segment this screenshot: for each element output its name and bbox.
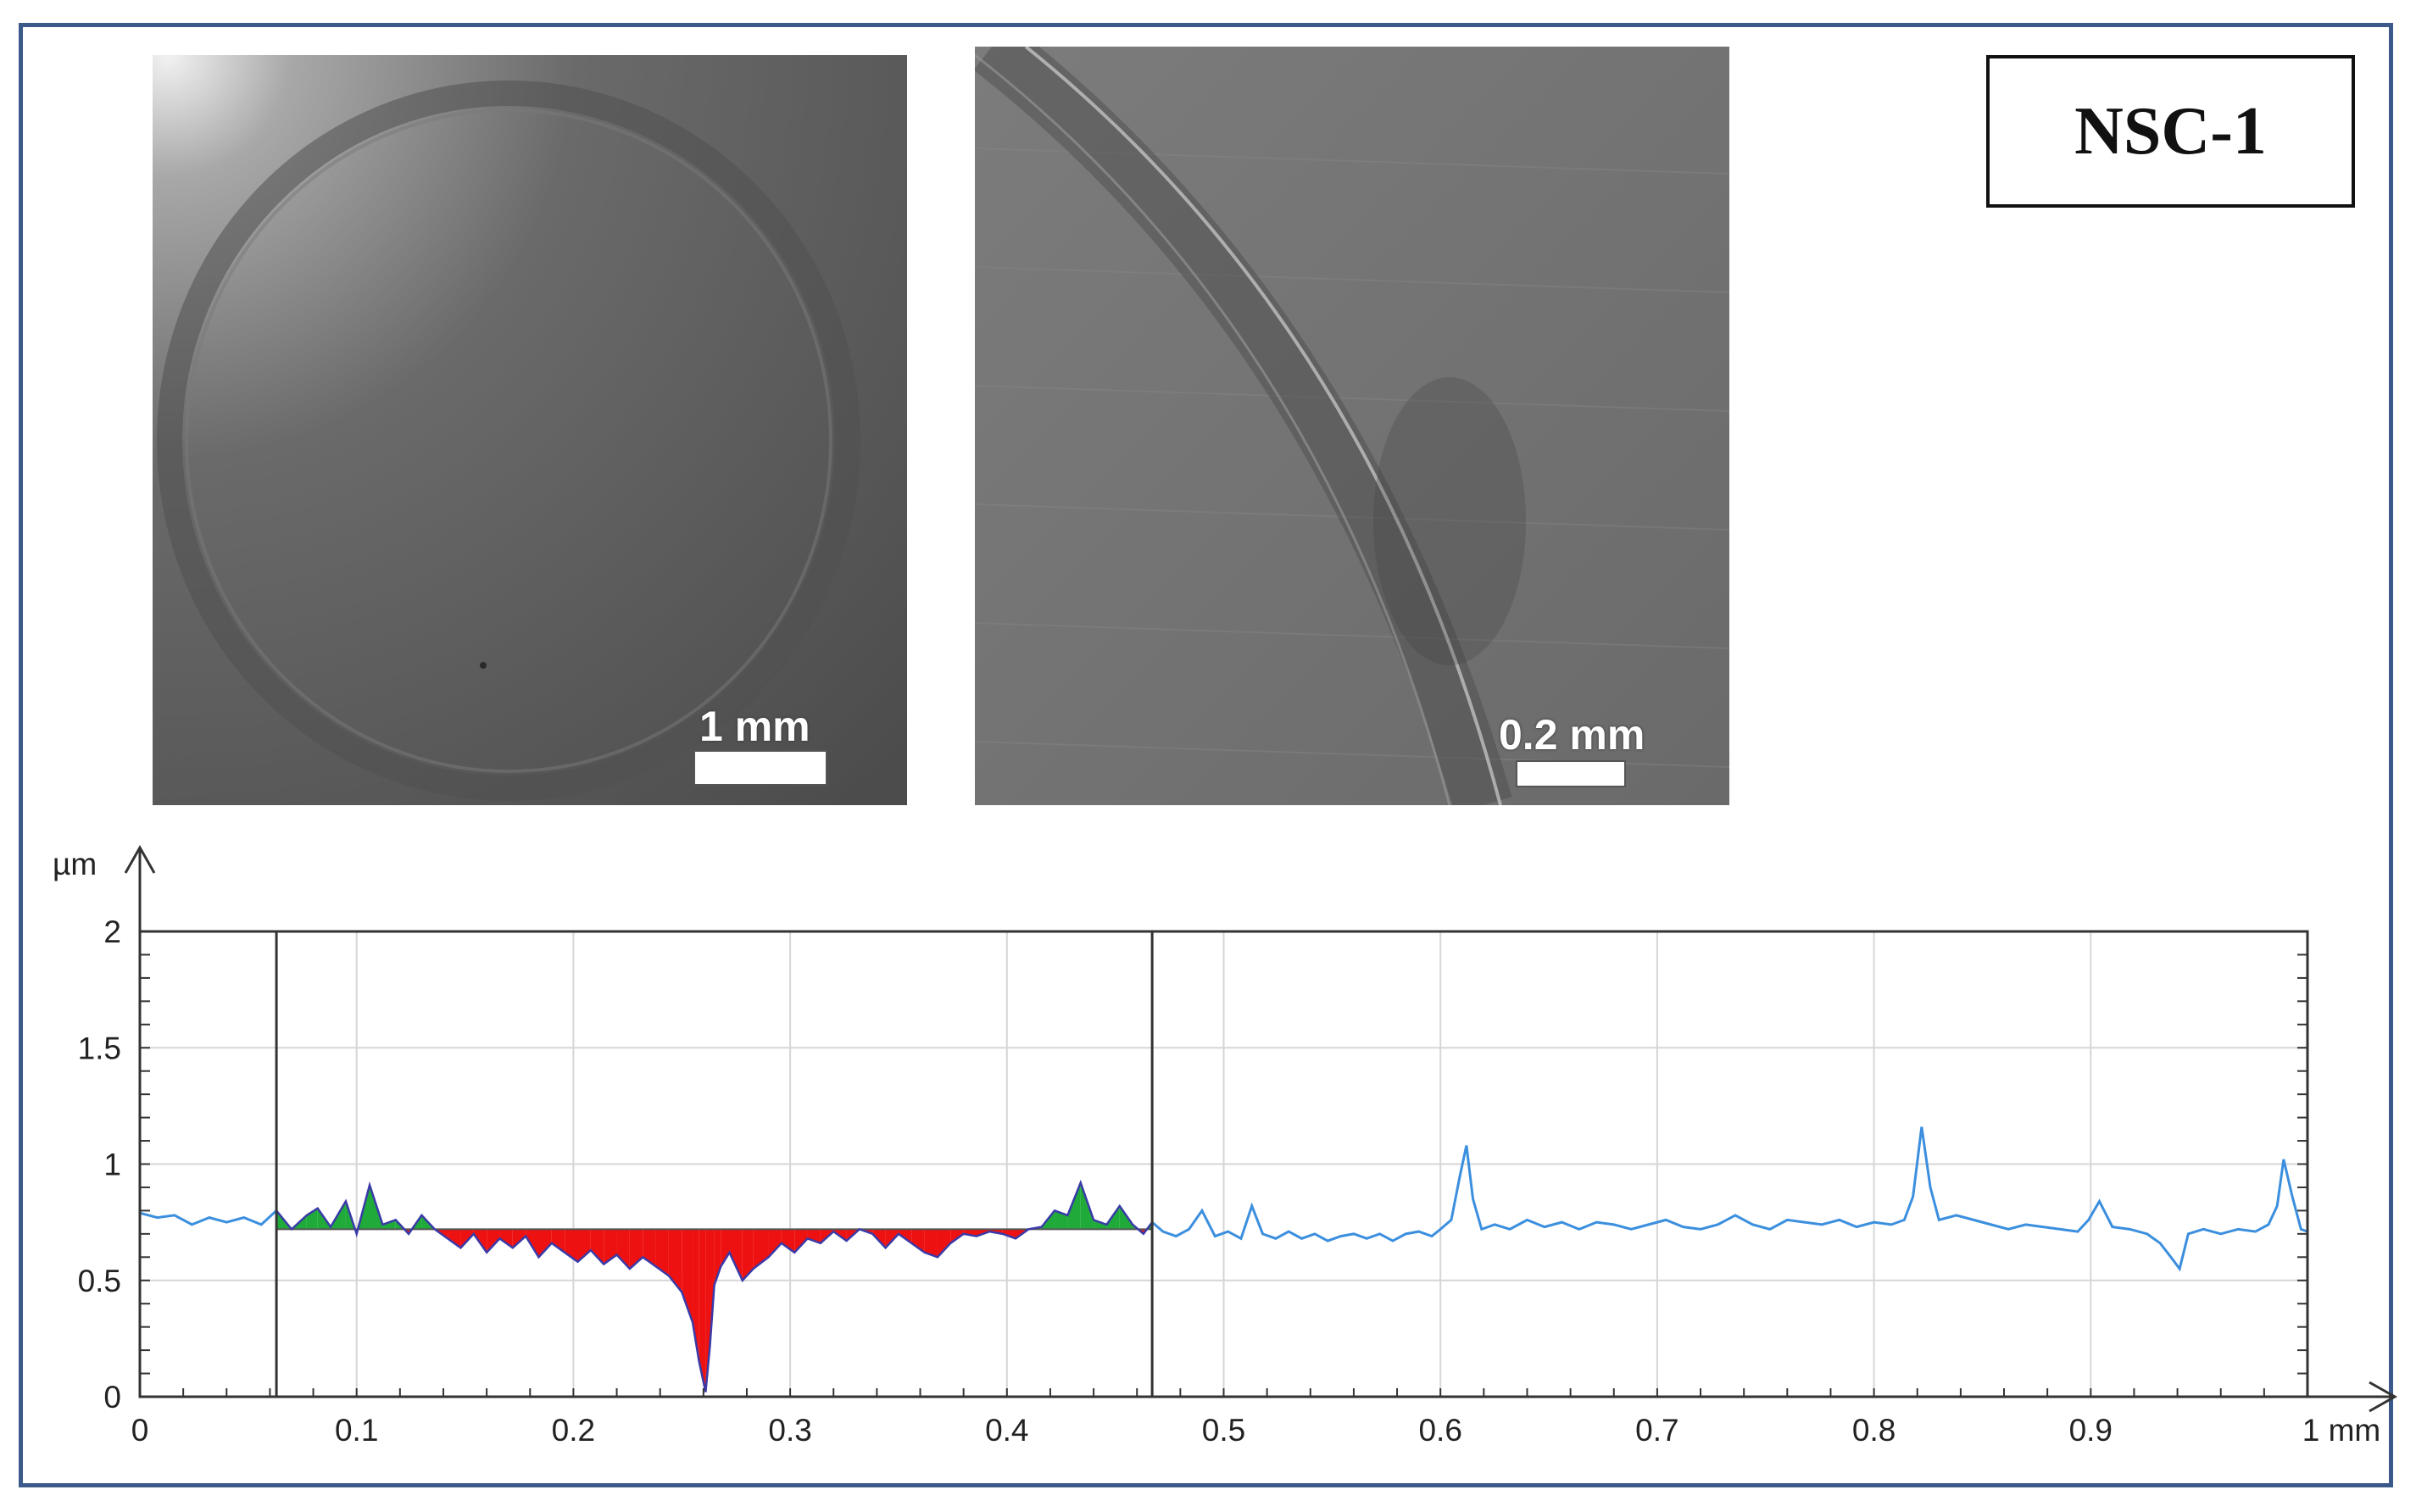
y-axis-arrowhead bbox=[124, 844, 156, 874]
valley-area bbox=[590, 1229, 604, 1265]
valley-area bbox=[963, 1229, 977, 1237]
valley-area bbox=[911, 1229, 925, 1253]
scale-bar-detail bbox=[1516, 760, 1626, 787]
x-tick-label: 1 mm bbox=[2302, 1413, 2381, 1448]
figure-frame bbox=[19, 23, 2393, 1487]
valley-area bbox=[577, 1229, 591, 1262]
peak-area bbox=[1067, 1182, 1081, 1230]
scale-label-detail: 0.2 mm bbox=[1499, 711, 1645, 759]
valley-area bbox=[742, 1229, 754, 1281]
profile-line-left bbox=[139, 1209, 278, 1226]
y-tick-label: 0 bbox=[103, 1380, 121, 1415]
peak-area bbox=[382, 1220, 396, 1230]
valley-area bbox=[781, 1229, 795, 1253]
valley-area bbox=[668, 1229, 682, 1292]
valley-area bbox=[616, 1229, 630, 1270]
x-tick-label: 0.2 bbox=[552, 1413, 595, 1448]
x-tick-label: 0.3 bbox=[768, 1413, 811, 1448]
x-tick-label: 0.5 bbox=[1202, 1413, 1245, 1448]
x-tick-label: 0.9 bbox=[2069, 1413, 2113, 1448]
scale-bar-overview bbox=[693, 750, 827, 786]
x-tick-label: 0 bbox=[131, 1413, 149, 1448]
y-unit-label: µm bbox=[53, 847, 97, 881]
valley-area bbox=[499, 1229, 513, 1248]
valley-area bbox=[643, 1229, 656, 1267]
x-tick-label: 0.4 bbox=[985, 1413, 1028, 1448]
valley-area bbox=[729, 1229, 743, 1281]
x-axis-arrowhead bbox=[2369, 1381, 2398, 1413]
valley-area bbox=[1002, 1229, 1016, 1239]
profile-line-right bbox=[1151, 1126, 2308, 1272]
y-tick-label: 0.5 bbox=[78, 1264, 121, 1298]
chart-axes bbox=[124, 844, 2398, 1413]
profile-line-selected bbox=[276, 1179, 1154, 1392]
y-tick-label: 1.5 bbox=[78, 1031, 121, 1065]
chart-grid bbox=[139, 931, 2308, 1398]
chart-series bbox=[139, 1126, 2308, 1392]
valley-area bbox=[604, 1229, 617, 1265]
x-tick-label: 0.1 bbox=[335, 1413, 378, 1448]
micrograph-detail bbox=[975, 47, 1729, 805]
x-tick-label: 0.6 bbox=[1418, 1413, 1461, 1448]
valley-area bbox=[768, 1229, 782, 1258]
valley-area bbox=[655, 1229, 669, 1276]
peak-area bbox=[1094, 1220, 1107, 1230]
x-tick-label: 0.7 bbox=[1635, 1413, 1678, 1448]
valley-area bbox=[937, 1229, 951, 1258]
micrograph-overview bbox=[153, 55, 907, 805]
valley-area bbox=[512, 1229, 526, 1248]
valley-area bbox=[551, 1229, 565, 1253]
valley-area bbox=[924, 1229, 938, 1258]
x-tick-label: 0.8 bbox=[1852, 1413, 1896, 1448]
valley-area bbox=[448, 1229, 461, 1248]
y-tick-label: 2 bbox=[103, 914, 121, 949]
valley-area bbox=[538, 1229, 552, 1258]
valley-area bbox=[714, 1229, 721, 1286]
valley-area bbox=[699, 1229, 706, 1392]
y-tick-label: 1 bbox=[103, 1148, 121, 1182]
valley-area bbox=[721, 1229, 730, 1267]
valley-area bbox=[487, 1229, 500, 1253]
sample-label: NSC-1 bbox=[1986, 55, 2355, 208]
valley-area bbox=[794, 1229, 808, 1253]
chart-tick-labels: 0 0.1 0.2 0.3 0.4 0.5 0.6 0.7 0.8 0.9 1 mm 0 0.5 1 1.5… bbox=[53, 847, 2380, 1448]
scale-label-overview: 1 mm bbox=[699, 703, 810, 750]
peak-area bbox=[1055, 1210, 1068, 1230]
